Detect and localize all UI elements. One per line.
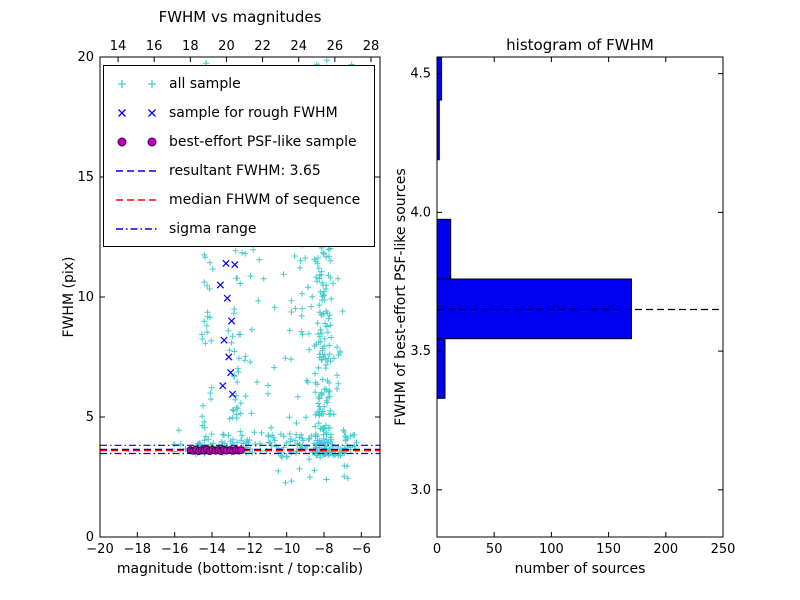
svg-text:−8: −8 xyxy=(314,542,333,557)
legend-label-resultant-fwhm: resultant FWHM: 3.65 xyxy=(169,162,321,179)
svg-text:10: 10 xyxy=(77,290,94,305)
left-plot-title: FWHM vs magnitudes xyxy=(158,8,322,26)
svg-text:28: 28 xyxy=(363,39,380,54)
svg-text:50: 50 xyxy=(486,542,503,557)
svg-text:200: 200 xyxy=(653,542,678,557)
svg-text:14: 14 xyxy=(110,39,127,54)
svg-text:26: 26 xyxy=(327,39,344,54)
right-plot-title: histogram of FWHM xyxy=(506,36,654,54)
legend-item-psf-sample: best-effort PSF-like sample xyxy=(108,127,370,156)
plus-marker-icon xyxy=(118,79,156,88)
legend-label-all-sample: all sample xyxy=(169,75,241,92)
svg-text:4.0: 4.0 xyxy=(410,205,431,220)
dashed-line-icon xyxy=(116,198,158,201)
legend: all sample sample for rough FWHM best-ef… xyxy=(103,65,375,247)
svg-text:20: 20 xyxy=(77,50,94,65)
svg-text:100: 100 xyxy=(539,542,564,557)
svg-text:4.5: 4.5 xyxy=(410,67,431,82)
histogram-plot-fwhm: 0 50 100 150 200 250 3.0 3.5 4.0 4.5 xyxy=(410,56,736,557)
legend-item-all-sample: all sample xyxy=(108,69,370,98)
left-plot-xlabel: magnitude (bottom:isnt / top:calib) xyxy=(116,561,364,577)
svg-text:16: 16 xyxy=(146,39,163,54)
svg-text:15: 15 xyxy=(77,170,94,185)
svg-text:3.0: 3.0 xyxy=(410,483,431,498)
legend-item-sigma-range: sigma range xyxy=(108,214,370,243)
dashed-line-icon xyxy=(116,169,158,172)
svg-text:−16: −16 xyxy=(161,542,188,557)
svg-text:18: 18 xyxy=(182,39,199,54)
svg-text:0: 0 xyxy=(86,530,94,545)
svg-text:0: 0 xyxy=(433,542,441,557)
svg-text:20: 20 xyxy=(218,39,235,54)
svg-text:24: 24 xyxy=(290,39,307,54)
svg-text:250: 250 xyxy=(711,542,736,557)
svg-text:−14: −14 xyxy=(198,542,225,557)
svg-text:−10: −10 xyxy=(273,542,300,557)
scatter-plot-fwhm-vs-magnitudes: −20 −18 −16 −14 −12 −10 −8 −6 14 16 18 20 22 24 26 28 0 5… xyxy=(77,39,381,557)
svg-text:3.5: 3.5 xyxy=(410,344,431,359)
legend-item-rough-fwhm: sample for rough FWHM xyxy=(108,98,370,127)
circle-marker-icon xyxy=(117,137,157,146)
svg-text:−18: −18 xyxy=(124,542,151,557)
svg-text:150: 150 xyxy=(596,542,621,557)
svg-text:5: 5 xyxy=(86,410,94,425)
legend-item-resultant-fwhm: resultant FWHM: 3.65 xyxy=(108,156,370,185)
right-plot-xlabel: number of sources xyxy=(514,561,646,577)
svg-text:−12: −12 xyxy=(236,542,263,557)
legend-label-median-fwhm: median FHWM of sequence xyxy=(169,191,361,208)
legend-label-psf-sample: best-effort PSF-like sample xyxy=(169,133,357,150)
svg-text:−20: −20 xyxy=(86,542,113,557)
svg-text:−6: −6 xyxy=(352,542,371,557)
svg-text:22: 22 xyxy=(254,39,271,54)
x-marker-icon xyxy=(118,108,156,117)
dashdot-line-icon xyxy=(116,227,158,230)
legend-item-median-fwhm: median FHWM of sequence xyxy=(108,185,370,214)
legend-label-sigma-range: sigma range xyxy=(169,220,257,237)
legend-label-rough-fwhm: sample for rough FWHM xyxy=(169,104,338,121)
